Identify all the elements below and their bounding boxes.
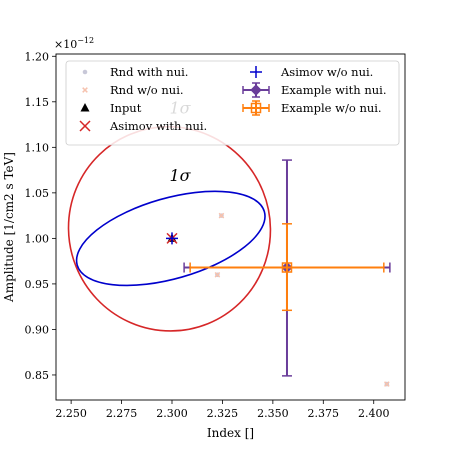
legend-entry-asimov-nui: Asimov with nui.: [79, 119, 207, 133]
x-tick-label: 2.325: [207, 407, 239, 420]
x-tick-label: 2.250: [55, 407, 87, 420]
legend-entry-rnd-wo: Rnd w/o nui.: [82, 83, 184, 97]
point-example-wo: [281, 262, 293, 273]
y-tick-label: 0.85: [25, 369, 50, 382]
point-example-wo-shape: [281, 262, 293, 273]
contour-label: 1σ: [170, 166, 192, 185]
y-tick-label: 1.00: [25, 232, 50, 245]
point-rnd-wo: [384, 381, 390, 387]
errorbar-example-wo: [189, 223, 385, 312]
legend-entries: Rnd with nui. Asimov w/o nui. Rnd w/o nui.…: [79, 65, 387, 133]
x-tick-label: 2.275: [106, 407, 138, 420]
point-rnd-wo-stroke: [218, 212, 225, 219]
y-axis-label: Amplitude [1/cm2 s TeV]: [2, 152, 16, 303]
x-tick-label: 2.300: [156, 407, 188, 420]
legend-marker: [82, 87, 88, 93]
legend-marker: [250, 102, 262, 114]
point-asimov-wo: [165, 232, 178, 245]
point-rnd-wo: [214, 271, 221, 278]
contour-ellipse: [75, 190, 266, 287]
legend-marker-shape: [80, 103, 90, 112]
legend-label: Input: [110, 101, 142, 115]
y-tick-label: 1.10: [25, 141, 50, 154]
legend-marker-stroke: [82, 87, 88, 93]
legend-marker: [80, 103, 90, 112]
x-axis-label: Index []: [207, 426, 254, 440]
y-tick-label: 1.20: [25, 50, 50, 63]
x-tick-label: 2.375: [308, 407, 340, 420]
legend: Rnd with nui. Asimov w/o nui. Rnd w/o nui.…: [65, 60, 400, 146]
y-axis-multiplier: ×10−12: [54, 36, 94, 51]
axes-frame: [55, 53, 406, 401]
legend-marker-shape: [250, 102, 262, 114]
legend-label: Rnd with nui.: [110, 65, 188, 79]
legend-entry-rnd-nui: Rnd with nui.: [82, 65, 188, 79]
plot-area: 1σ1σ: [67, 99, 391, 387]
point-rnd-wo-stroke: [384, 381, 390, 387]
point-rnd-wo-stroke: [214, 271, 221, 278]
legend-entry-example-wo: Example w/o nui.: [242, 100, 382, 116]
legend-label: Asimov w/o nui.: [280, 65, 373, 79]
x-tick-label: 2.400: [358, 407, 390, 420]
y-tick-label: 0.90: [25, 323, 50, 336]
point-rnd-wo: [218, 212, 225, 219]
y-tick-label: 0.95: [25, 278, 50, 291]
legend-marker: [82, 69, 88, 75]
legend-marker-shape: [82, 69, 88, 75]
y-tick-label: 1.05: [25, 187, 50, 200]
legend-entry-input: Input: [80, 101, 142, 115]
legend-label: Rnd w/o nui.: [110, 83, 184, 97]
legend-label: Asimov with nui.: [109, 119, 207, 133]
x-tick-label: 2.350: [257, 407, 289, 420]
legend-marker-shape: [250, 84, 262, 96]
y-tick-label: 1.15: [25, 96, 50, 109]
legend-marker: [250, 84, 262, 96]
legend-marker: [250, 66, 262, 78]
legend-marker-stroke: [79, 120, 91, 132]
axis-ticks: 2.250 2.275 2.300 2.325 2.350 2.375 2.400 0.85 0…: [25, 50, 390, 420]
legend-frame: [65, 60, 400, 146]
legend-marker: [79, 120, 91, 132]
legend-entry-asimov-wo: Asimov w/o nui.: [250, 65, 373, 79]
legend-entry-example-nui: Example with nui.: [242, 82, 387, 98]
legend-label: Example with nui.: [281, 83, 387, 97]
legend-label: Example w/o nui.: [281, 101, 382, 115]
